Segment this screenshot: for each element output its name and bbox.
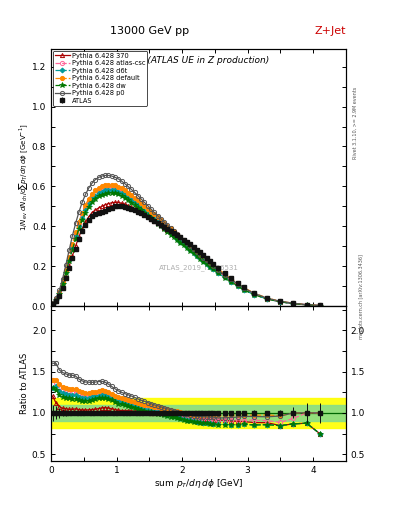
Pythia 6.428 atlas-csc [90,194,94,200]
Pythia 6.428 atlas-csc [235,282,240,288]
Pythia 6.428 atlas-csc [96,188,101,194]
Text: mcplots.cern.ch [arXiv:1306.3436]: mcplots.cern.ch [arXiv:1306.3436] [359,254,364,339]
Pythia 6.428 p0 [103,173,108,179]
Pythia 6.428 d6t [123,192,127,198]
Pythia 6.428 d6t [96,190,101,196]
Pythia 6.428 p0 [158,216,163,222]
Text: ATLAS_2019_I1736531: ATLAS_2019_I1736531 [158,264,239,271]
Pythia 6.428 d6t [317,303,322,309]
Pythia 6.428 p0 [90,180,94,186]
Pythia 6.428 atlas-csc [106,184,111,190]
Pythia 6.428 dw [158,223,163,229]
Pythia 6.428 default [90,191,94,197]
Pythia 6.428 p0 [172,228,176,234]
Pythia 6.428 default [123,187,127,194]
Pythia 6.428 370 [158,222,163,228]
Text: Rivet 3.1.10, >= 2.9M events: Rivet 3.1.10, >= 2.9M events [353,87,358,159]
Line: Pythia 6.428 370: Pythia 6.428 370 [51,200,322,308]
Pythia 6.428 dw [90,199,94,205]
Line: Pythia 6.428 p0: Pythia 6.428 p0 [51,174,322,308]
Pythia 6.428 370 [172,231,176,238]
X-axis label: sum $p_T/d\eta\,d\phi$ [GeV]: sum $p_T/d\eta\,d\phi$ [GeV] [154,477,243,490]
Pythia 6.428 p0 [317,303,322,309]
Text: Z+Jet: Z+Jet [314,26,346,36]
Pythia 6.428 default [96,185,101,191]
Pythia 6.428 default [158,217,163,223]
Pythia 6.428 default [235,280,240,286]
Text: 13000 GeV pp: 13000 GeV pp [110,26,189,36]
Pythia 6.428 d6t [50,301,55,307]
Pythia 6.428 dw [317,303,322,309]
Pythia 6.428 dw [109,190,114,196]
Pythia 6.428 p0 [235,281,240,287]
Pythia 6.428 atlas-csc [317,303,322,309]
Text: Nch (ATLAS UE in Z production): Nch (ATLAS UE in Z production) [127,56,270,66]
Y-axis label: $1/N_\mathrm{ev}\ dN_\mathrm{ch}/d\!\sum\! p_T/d\eta\,d\phi\ [\mathrm{GeV}^{-1}]: $1/N_\mathrm{ev}\ dN_\mathrm{ch}/d\!\sum… [18,124,31,231]
Pythia 6.428 dw [235,283,240,289]
Pythia 6.428 atlas-csc [123,189,127,196]
Pythia 6.428 370 [317,303,322,309]
Pythia 6.428 p0 [50,300,55,306]
Pythia 6.428 dw [50,301,55,307]
Line: Pythia 6.428 atlas-csc: Pythia 6.428 atlas-csc [51,185,322,308]
Line: Pythia 6.428 dw: Pythia 6.428 dw [50,190,322,308]
Pythia 6.428 370 [113,199,118,205]
Pythia 6.428 atlas-csc [50,301,55,307]
Pythia 6.428 d6t [90,196,94,202]
Pythia 6.428 d6t [235,283,240,289]
Pythia 6.428 default [50,301,55,307]
Line: Pythia 6.428 default: Pythia 6.428 default [51,183,322,308]
Pythia 6.428 default [317,303,322,309]
Pythia 6.428 atlas-csc [172,230,176,236]
Pythia 6.428 default [172,228,176,234]
Pythia 6.428 dw [123,195,127,201]
Legend: Pythia 6.428 370, Pythia 6.428 atlas-csc, Pythia 6.428 d6t, Pythia 6.428 default: Pythia 6.428 370, Pythia 6.428 atlas-csc… [53,51,147,105]
Pythia 6.428 370 [96,205,101,211]
Pythia 6.428 d6t [106,187,111,193]
Pythia 6.428 370 [50,301,55,307]
Y-axis label: Ratio to ATLAS: Ratio to ATLAS [20,353,29,414]
Pythia 6.428 370 [123,201,127,207]
Pythia 6.428 p0 [96,175,101,181]
Pythia 6.428 p0 [123,181,127,187]
Pythia 6.428 atlas-csc [158,219,163,225]
Line: Pythia 6.428 d6t: Pythia 6.428 d6t [51,188,321,307]
Pythia 6.428 dw [96,194,101,200]
Pythia 6.428 370 [90,210,94,216]
Pythia 6.428 d6t [172,233,176,239]
Pythia 6.428 default [106,182,111,188]
Pythia 6.428 dw [172,234,176,240]
Pythia 6.428 370 [235,282,240,288]
Pythia 6.428 d6t [158,222,163,228]
